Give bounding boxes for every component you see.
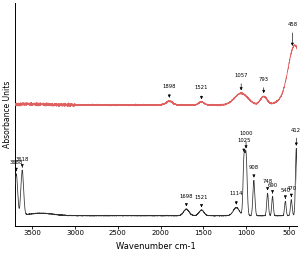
- Text: 1898: 1898: [163, 84, 176, 97]
- Text: 1114: 1114: [230, 191, 243, 204]
- Text: 1057: 1057: [235, 73, 248, 90]
- Text: 324: 324: [0, 253, 1, 254]
- Text: 1521: 1521: [195, 85, 208, 99]
- Text: 908: 908: [249, 165, 259, 177]
- Text: 470: 470: [286, 186, 296, 197]
- Text: 458: 458: [287, 22, 297, 45]
- Text: 1000: 1000: [239, 131, 253, 148]
- Text: 3618: 3618: [16, 156, 29, 167]
- Text: 690: 690: [267, 183, 278, 193]
- Text: 412: 412: [291, 128, 301, 145]
- Text: 3688: 3688: [9, 160, 23, 171]
- Text: 540: 540: [280, 188, 290, 198]
- Text: 748: 748: [263, 179, 273, 190]
- Y-axis label: Absorbance Units: Absorbance Units: [3, 81, 13, 148]
- Text: 3848: 3848: [0, 253, 1, 254]
- Text: 1025: 1025: [237, 138, 251, 151]
- Text: 1521: 1521: [195, 196, 208, 207]
- X-axis label: Wavenumber cm-1: Wavenumber cm-1: [117, 242, 196, 250]
- Text: 1698: 1698: [180, 194, 193, 206]
- Text: 793: 793: [259, 77, 269, 92]
